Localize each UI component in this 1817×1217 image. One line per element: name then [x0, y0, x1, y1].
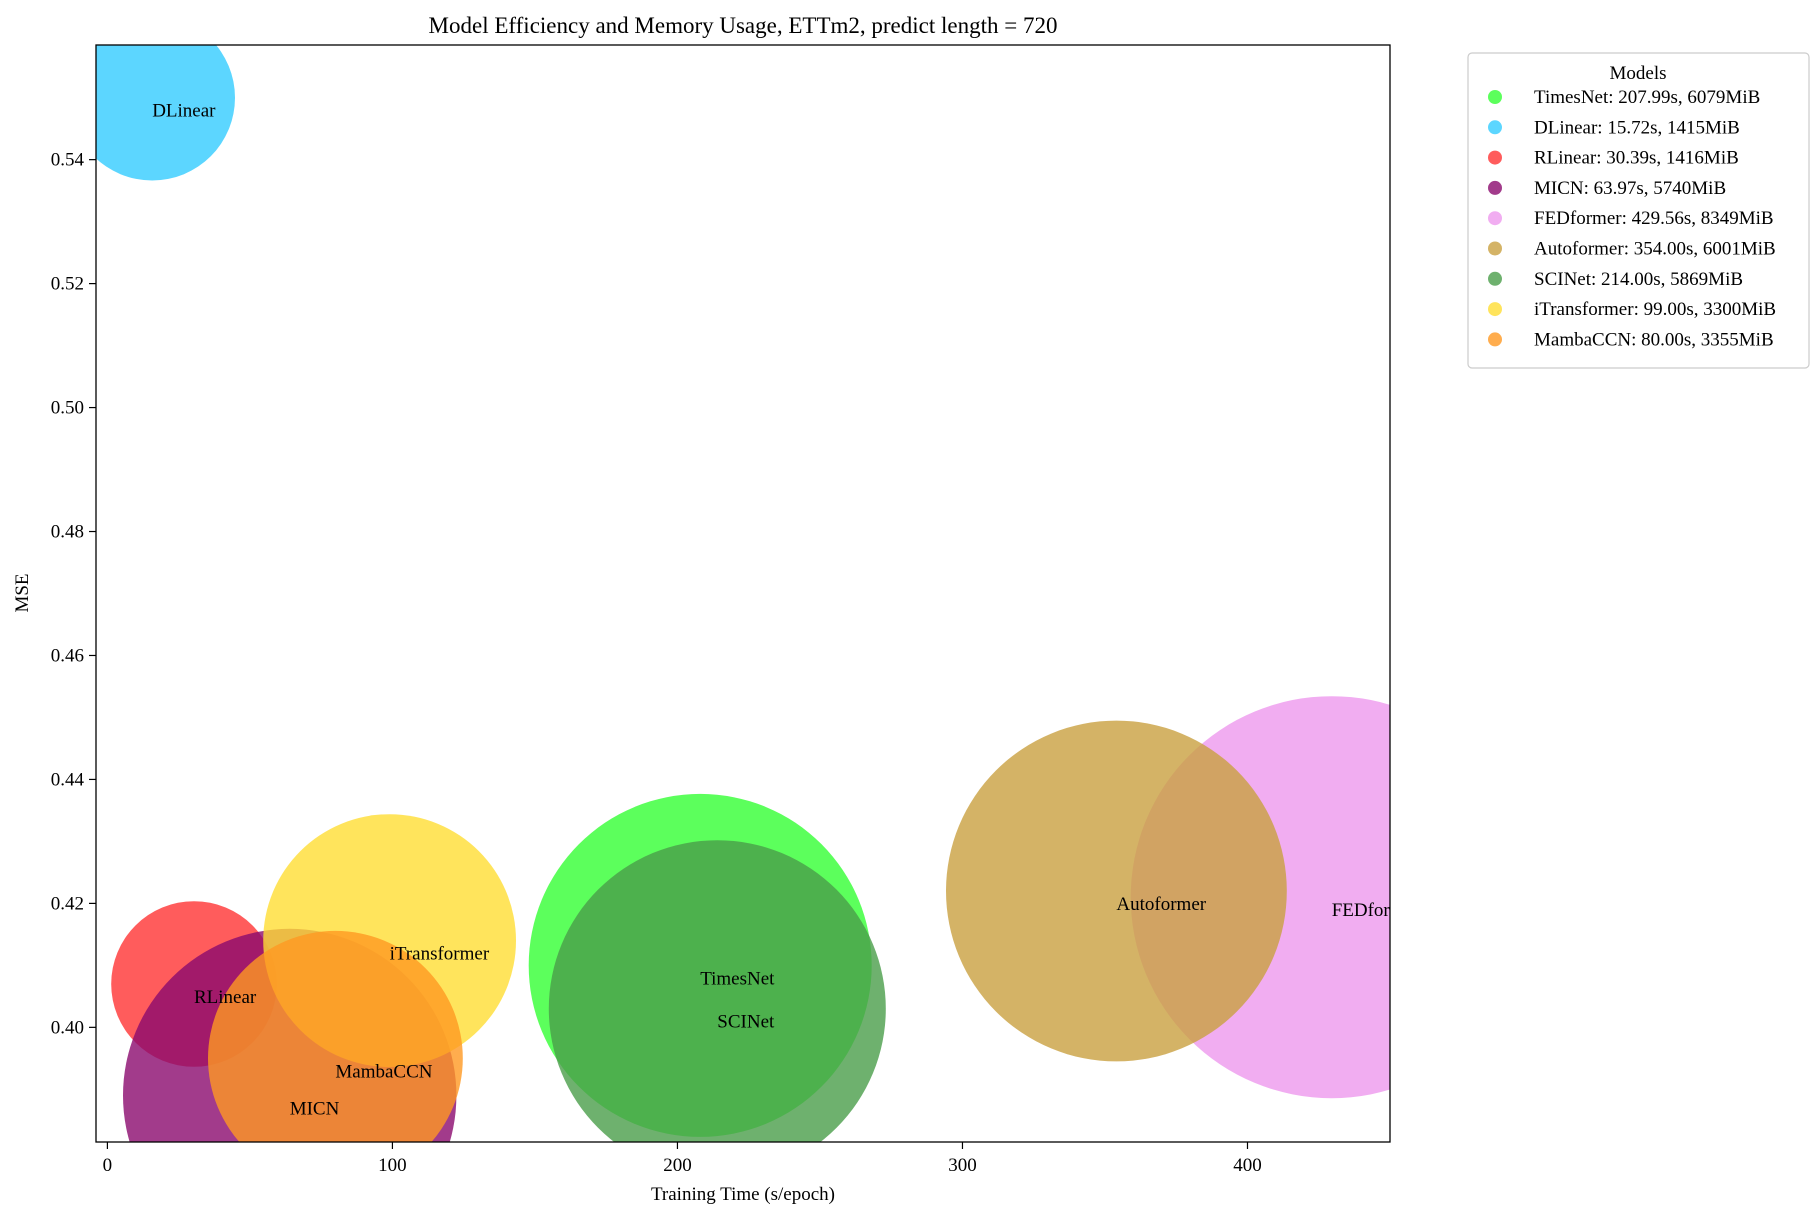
x-tick-label: 0: [103, 1155, 113, 1176]
legend-marker-mambaccn: [1488, 332, 1502, 347]
legend-entry-timesnet: TimesNet: 207.99s, 6079MiB: [1534, 87, 1760, 108]
x-axis: 0 100 200 300 400: [103, 1142, 1262, 1176]
x-tick-label: 200: [663, 1155, 692, 1176]
bubble-label-autoformer: Autoformer: [1116, 894, 1206, 915]
y-tick-label: 0.54: [51, 150, 85, 171]
y-tick-label: 0.42: [51, 893, 84, 914]
legend-entry-dlinear: DLinear: 15.72s, 1415MiB: [1534, 117, 1740, 138]
bubble-label-micn: MICN: [290, 1099, 340, 1120]
legend-box: [1467, 52, 1810, 369]
legend-entry-itransformer: iTransformer: 99.00s, 3300MiB: [1534, 299, 1776, 320]
x-axis-label: Training Time (s/epoch): [651, 1184, 835, 1205]
bubble-label-mambaccn: MambaCCN: [335, 1061, 432, 1082]
y-tick-label: 0.50: [51, 398, 84, 419]
y-tick-label: 0.44: [51, 769, 85, 790]
bubble-scinet: [548, 840, 886, 1142]
bubble-label-timesnet: TimesNet: [700, 968, 775, 989]
y-tick-label: 0.52: [51, 274, 84, 295]
bubble-label-scinet: SCINet: [717, 1012, 775, 1033]
legend-entry-autoformer: Autoformer: 354.00s, 6001MiB: [1534, 239, 1776, 260]
bubble-dlinear: [96, 45, 235, 181]
bubble-labels-layer: TimesNet DLinear RLinear MICN FEDformer Autof…: [152, 101, 1420, 1120]
y-tick-label: 0.48: [51, 522, 84, 543]
bubble-label-rlinear: RLinear: [194, 987, 257, 1008]
legend-title: Models: [1610, 63, 1667, 84]
legend-marker-fedformer: [1488, 211, 1502, 226]
x-tick-label: 300: [948, 1155, 977, 1176]
legend-entry-micn: MICN: 63.97s, 5740MiB: [1534, 178, 1726, 199]
legend-entry-mambaccn: MambaCCN: 80.00s, 3355MiB: [1534, 329, 1774, 350]
bubble-label-dlinear: DLinear: [152, 101, 216, 122]
bubbles-layer: [96, 45, 1390, 1142]
legend-marker-rlinear: [1488, 150, 1502, 165]
legend-marker-autoformer: [1488, 241, 1502, 256]
legend-entries: TimesNet: 207.99s, 6079MiB DLinear: 15.72…: [1488, 87, 1776, 350]
x-tick-label: 100: [378, 1155, 407, 1176]
legend-marker-dlinear: [1488, 120, 1502, 135]
legend-marker-itransformer: [1488, 302, 1502, 317]
y-tick-label: 0.40: [51, 1017, 84, 1038]
chart-title: Model Efficiency and Memory Usage, ETTm2…: [429, 13, 1058, 38]
bubble-mambaccn: [208, 930, 463, 1142]
legend-marker-timesnet: [1488, 90, 1502, 104]
bubble-label-itransformer: iTransformer: [390, 944, 490, 965]
plot-frame: [95, 44, 1391, 1143]
legend-entry-scinet: SCINet: 214.00s, 5869MiB: [1534, 269, 1743, 290]
legend-marker-scinet: [1488, 271, 1502, 286]
bubble-autoformer: [946, 720, 1287, 1062]
y-axis: 0.40 0.42 0.44 0.46 0.48 0.50 0.52 0.54: [51, 150, 96, 1038]
bubble-label-fedformer: FEDformer: [1332, 900, 1420, 921]
legend-entry-rlinear: RLinear: 30.39s, 1416MiB: [1534, 148, 1739, 169]
x-tick-label: 400: [1233, 1155, 1262, 1176]
y-axis-label: MSE: [12, 573, 33, 612]
legend-entry-fedformer: FEDformer: 429.56s, 8349MiB: [1534, 208, 1774, 229]
legend-marker-micn: [1488, 180, 1502, 195]
y-tick-label: 0.46: [51, 645, 84, 666]
legend: Models TimesNet: 207.99s, 6079MiB DLinear…: [1467, 52, 1810, 369]
